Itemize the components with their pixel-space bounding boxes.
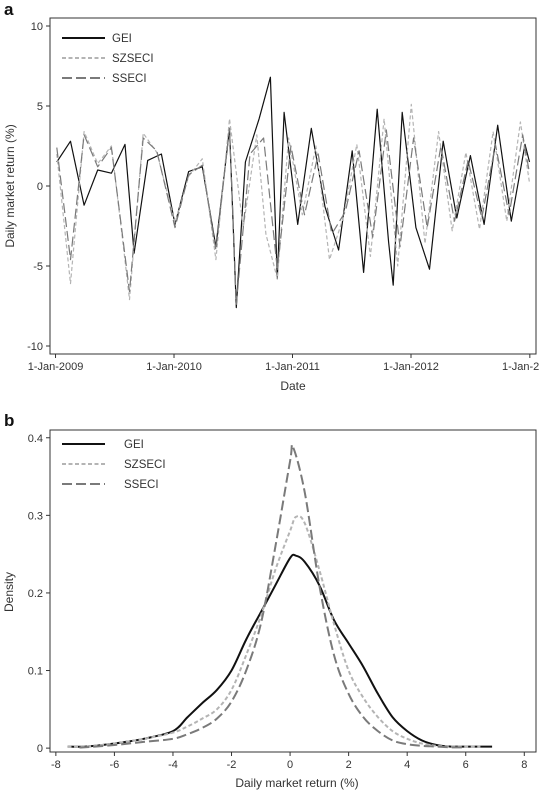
panel-letter-a: a [4,0,14,19]
density-curve-b-szseci [67,514,481,748]
x-tick-label-b: 8 [521,759,527,771]
y-tick-label-a: -10 [27,341,43,353]
y-tick-label-a: 10 [31,21,43,33]
series-line-a-gei [56,76,531,309]
panel-b: b -8 -6 -4 -2 0 2 4 6 8 0 0.1 0.2 0.3 0.4 Daily mark… [2,411,537,790]
x-tick-label-a: 1-Jan-2011 [265,361,320,373]
x-tick-label-a: 1-Jan-2010 [146,361,202,373]
x-tick-label-a: 1-Jan-2012 [383,361,439,373]
density-curve-b-gei [67,553,493,748]
y-tick-label-b: 0 [37,743,43,755]
y-tick-label-b: 0.3 [28,510,43,522]
x-tick-label-b: -8 [51,759,61,771]
panel-a: a 1-Jan-2009 1-Jan-2010 1-Jan-2011 1-Jan-20… [3,0,539,393]
y-axis-title-b: Density [2,572,16,612]
x-tick-label-b: -6 [110,759,120,771]
plot-area-a [49,17,537,355]
panel-letter-b: b [4,411,14,430]
x-tick-label-b: 2 [346,759,352,771]
x-axis-title-a: Date [280,379,306,393]
series-line-a-szseci [56,103,531,301]
x-tick-label-b: -2 [227,759,237,771]
y-tick-label-a: 5 [37,101,43,113]
x-axis-title-b: Daily market return (%) [235,776,358,790]
legend-label-b-szseci: SZSECI [124,459,166,471]
x-tick-label-b: 6 [463,759,469,771]
x-tick-label-b: 0 [287,759,293,771]
x-tick-label-b: -4 [168,759,178,771]
legend-label-a-sseci: SSECI [112,73,147,85]
y-tick-label-a: -5 [33,261,43,273]
y-tick-label-b: 0.1 [28,666,43,678]
y-ticks-b: 0 0.1 0.2 0.3 0.4 [28,433,50,755]
legend-label-b-sseci: SSECI [124,479,159,491]
density-curve-b-sseci [79,443,466,749]
y-axis-title-a: Daily market return (%) [3,124,17,247]
x-tick-label-b: 4 [404,759,410,771]
x-ticks-a: 1-Jan-2009 1-Jan-2010 1-Jan-2011 1-Jan-2012… [28,354,539,373]
legend-a: GEI SZSECI SSECI [62,33,154,85]
x-tick-label-a: 1-Jan-2013 [502,361,539,373]
series-line-a-sseci [56,127,531,305]
y-ticks-a: -10 -5 0 5 10 [27,21,50,353]
y-tick-label-a: 0 [37,181,43,193]
legend-b: GEI SZSECI SSECI [62,439,166,491]
plot-frame-b [49,429,537,753]
x-ticks-b: -8 -6 -4 -2 0 2 4 6 8 [51,752,527,771]
legend-label-b-gei: GEI [124,439,144,451]
series-layer-b [67,443,493,749]
legend-label-a-gei: GEI [112,33,132,45]
y-tick-label-b: 0.2 [28,588,43,600]
x-tick-label-a: 1-Jan-2009 [28,361,84,373]
y-tick-label-b: 0.4 [28,433,43,445]
legend-label-a-szseci: SZSECI [112,53,154,65]
series-layer-a [56,76,531,309]
